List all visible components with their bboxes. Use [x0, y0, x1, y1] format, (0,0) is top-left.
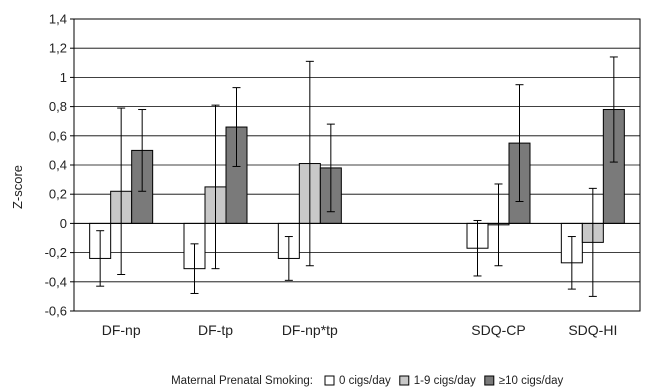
y-tick-label: -0,2	[45, 245, 67, 260]
y-tick-label: 0	[60, 216, 67, 231]
y-tick-label: 0,4	[49, 158, 67, 173]
y-axis-title: Z-score	[10, 165, 25, 209]
legend-swatch	[484, 375, 495, 386]
legend: Maternal Prenatal Smoking: 0 cigs/day 1-9…	[171, 375, 563, 387]
y-tick-label: -0,6	[45, 304, 67, 319]
y-tick-label: 0,2	[49, 187, 67, 202]
y-tick-label: 1,2	[49, 41, 67, 56]
bars	[89, 109, 625, 270]
legend-label: 1-9 cigs/day	[414, 375, 476, 387]
y-tick-label: -0,4	[45, 274, 67, 289]
error-bars	[96, 56, 618, 297]
legend-items: 0 cigs/day 1-9 cigs/day ≥10 cigs/day	[324, 375, 564, 387]
legend-swatch	[324, 375, 335, 386]
legend-label: 0 cigs/day	[339, 375, 391, 387]
legend-swatch	[399, 375, 410, 386]
y-tick-label: 0,8	[49, 99, 67, 114]
gridlines	[74, 18, 640, 312]
x-category-label: DF-tp	[198, 322, 233, 338]
x-category-label: SDQ-CP	[471, 322, 525, 338]
y-tick-labels: -0,6 -0,4 -0,2 0 0,2 0,4 0,6 0,8 1 1,2 1,4	[45, 12, 74, 319]
y-tick-label: 0,6	[49, 128, 67, 143]
x-category-label: DF-np*tp	[282, 322, 338, 338]
x-category-labels: DF-np DF-tp DF-np*tp SDQ-CP SDQ-HI	[102, 322, 618, 338]
x-category-label: SDQ-HI	[568, 322, 617, 338]
y-tick-label: 1	[60, 70, 67, 85]
legend-title: Maternal Prenatal Smoking:	[171, 375, 313, 387]
plot-frame	[73, 18, 641, 312]
legend-label: ≥10 cigs/day	[499, 375, 564, 387]
y-tick-label: 1,4	[49, 12, 67, 27]
x-category-label: DF-np	[102, 322, 141, 338]
